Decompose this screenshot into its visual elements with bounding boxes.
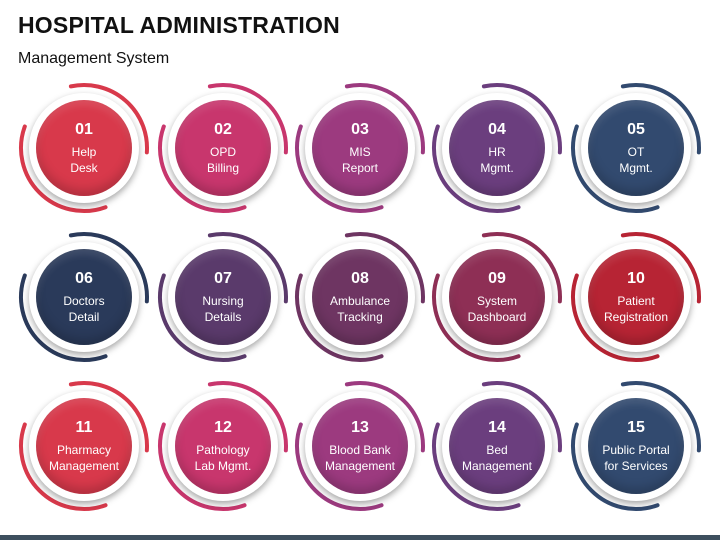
module-label: Blood Bank Management (324, 442, 396, 473)
module-item: 10 Patient Registration (568, 229, 704, 365)
module-item: 13 Blood Bank Management (292, 378, 428, 514)
module-number: 10 (627, 269, 645, 287)
module-number: 02 (214, 120, 232, 138)
circle-frame: 06 Doctors Detail (29, 242, 139, 352)
module-label: Pathology Lab Mgmt. (194, 442, 252, 473)
module-item: 02 OPD Billing (155, 80, 291, 216)
circle-frame: 08 Ambulance Tracking (305, 242, 415, 352)
module-number: 15 (627, 418, 645, 436)
module-item: 11 Pharmacy Management (16, 378, 152, 514)
decorative-arc (295, 232, 425, 362)
circle-frame: 12 Pathology Lab Mgmt. (168, 391, 278, 501)
module-item: 14 Bed Management (429, 378, 565, 514)
module-label: System Dashboard (467, 293, 527, 324)
module-label: OT Mgmt. (619, 144, 653, 175)
circle-frame: 07 Nursing Details (168, 242, 278, 352)
decorative-arc (432, 232, 562, 362)
module-number: 03 (351, 120, 369, 138)
module-item: 12 Pathology Lab Mgmt. (155, 378, 291, 514)
module-number: 06 (75, 269, 93, 287)
circle-frame: 13 Blood Bank Management (305, 391, 415, 501)
module-item: 08 Ambulance Tracking (292, 229, 428, 365)
circle-frame: 03 MIS Report (305, 93, 415, 203)
circle-frame: 01 Help Desk (29, 93, 139, 203)
module-circle: 03 MIS Report (312, 100, 408, 196)
circle-frame: 15 Public Portal for Services (581, 391, 691, 501)
module-label: Patient Registration (603, 293, 669, 324)
module-label: OPD Billing (206, 144, 239, 175)
module-circle: 02 OPD Billing (175, 100, 271, 196)
decorative-arc (19, 232, 149, 362)
module-number: 01 (75, 120, 93, 138)
module-number: 14 (488, 418, 506, 436)
module-circle: 11 Pharmacy Management (36, 398, 132, 494)
circle-frame: 04 HR Mgmt. (442, 93, 552, 203)
module-circle: 10 Patient Registration (588, 249, 684, 345)
page-title: HOSPITAL ADMINISTRATION (18, 12, 340, 38)
module-circle: 12 Pathology Lab Mgmt. (175, 398, 271, 494)
module-number: 11 (75, 418, 93, 436)
module-label: Public Portal for Services (602, 442, 670, 473)
decorative-arc (19, 381, 149, 511)
module-circle: 15 Public Portal for Services (588, 398, 684, 494)
module-number: 08 (351, 269, 369, 287)
module-item: 06 Doctors Detail (16, 229, 152, 365)
module-number: 07 (214, 269, 232, 287)
module-label: Ambulance Tracking (329, 293, 391, 324)
circle-frame: 05 OT Mgmt. (581, 93, 691, 203)
module-circle: 05 OT Mgmt. (588, 100, 684, 196)
module-circle: 01 Help Desk (36, 100, 132, 196)
module-item: 07 Nursing Details (155, 229, 291, 365)
circle-frame: 14 Bed Management (442, 391, 552, 501)
module-item: 01 Help Desk (16, 80, 152, 216)
circle-frame: 11 Pharmacy Management (29, 391, 139, 501)
module-label: HR Mgmt. (480, 144, 514, 175)
decorative-arc (158, 83, 288, 213)
module-number: 09 (488, 269, 506, 287)
decorative-arc (158, 381, 288, 511)
module-circle: 09 System Dashboard (449, 249, 545, 345)
bottom-bar (0, 535, 720, 540)
decorative-arc (571, 232, 701, 362)
module-label: Doctors Detail (63, 293, 105, 324)
module-circle: 04 HR Mgmt. (449, 100, 545, 196)
circle-frame: 02 OPD Billing (168, 93, 278, 203)
module-circle: 06 Doctors Detail (36, 249, 132, 345)
page-subtitle: Management System (18, 50, 170, 67)
module-number: 05 (627, 120, 645, 138)
decorative-arc (432, 83, 562, 213)
module-item: 04 HR Mgmt. (429, 80, 565, 216)
module-item: 03 MIS Report (292, 80, 428, 216)
module-circle: 13 Blood Bank Management (312, 398, 408, 494)
module-label: Nursing Details (202, 293, 244, 324)
module-label: Pharmacy Management (48, 442, 120, 473)
decorative-arc (295, 381, 425, 511)
module-item: 15 Public Portal for Services (568, 378, 704, 514)
decorative-arc (295, 83, 425, 213)
module-label: MIS Report (341, 144, 379, 175)
module-number: 13 (351, 418, 369, 436)
module-item: 05 OT Mgmt. (568, 80, 704, 216)
decorative-arc (571, 381, 701, 511)
module-number: 04 (488, 120, 506, 138)
decorative-arc (571, 83, 701, 213)
decorative-arc (432, 381, 562, 511)
module-label: Bed Management (461, 442, 533, 473)
module-circle: 07 Nursing Details (175, 249, 271, 345)
circle-frame: 09 System Dashboard (442, 242, 552, 352)
module-item: 09 System Dashboard (429, 229, 565, 365)
module-circle: 14 Bed Management (449, 398, 545, 494)
decorative-arc (158, 232, 288, 362)
circle-frame: 10 Patient Registration (581, 242, 691, 352)
decorative-arc (19, 83, 149, 213)
module-number: 12 (214, 418, 232, 436)
module-label: Help Desk (70, 144, 98, 175)
module-circle: 08 Ambulance Tracking (312, 249, 408, 345)
